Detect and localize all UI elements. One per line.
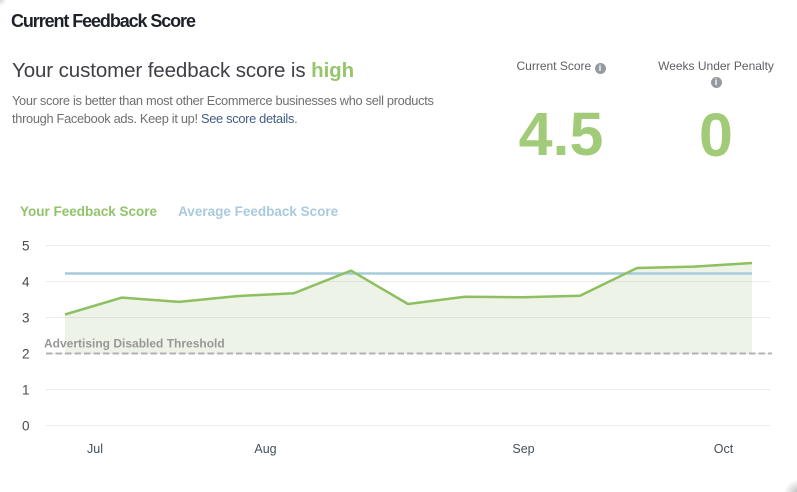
svg-text:1: 1 <box>22 383 30 398</box>
svg-text:Oct: Oct <box>714 442 734 456</box>
svg-text:Jul: Jul <box>87 442 103 456</box>
svg-text:0: 0 <box>22 419 30 434</box>
svg-text:5: 5 <box>22 239 30 254</box>
svg-text:Advertising Disabled Threshold: Advertising Disabled Threshold <box>44 337 225 351</box>
svg-text:4: 4 <box>22 275 30 290</box>
svg-text:2: 2 <box>22 347 30 362</box>
svg-text:3: 3 <box>22 311 30 326</box>
svg-text:Sep: Sep <box>512 442 534 456</box>
svg-text:Aug: Aug <box>254 442 276 456</box>
